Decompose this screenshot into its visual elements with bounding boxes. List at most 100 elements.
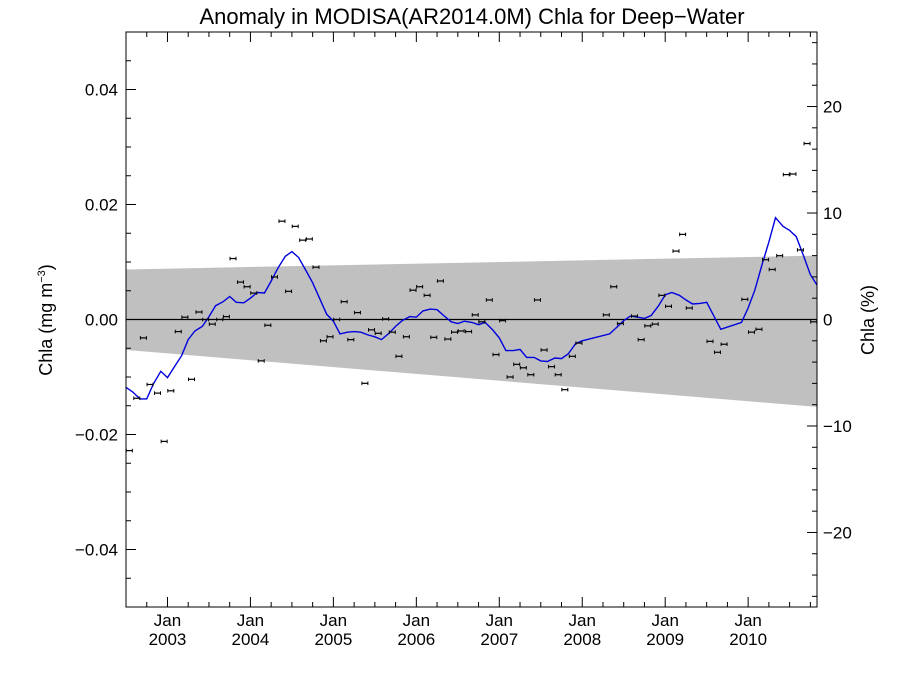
data-point <box>741 297 749 302</box>
data-point <box>616 321 624 326</box>
data-point <box>188 377 196 382</box>
data-point <box>492 352 500 357</box>
data-point <box>436 279 444 283</box>
data-point <box>450 330 458 334</box>
data-point <box>533 298 541 302</box>
data-point <box>637 337 645 342</box>
data-point <box>333 317 341 322</box>
data-point <box>278 219 286 223</box>
x-tick-month-label: Jan <box>569 611 596 630</box>
x-tick-year-label: 2007 <box>480 630 518 649</box>
x-tick-month-label: Jan <box>320 611 347 630</box>
data-point <box>312 265 320 269</box>
right-tick-label: 0 <box>823 311 832 330</box>
data-point <box>402 334 410 339</box>
data-point <box>222 314 230 319</box>
data-point <box>154 391 162 395</box>
data-point <box>631 314 639 318</box>
left-axis-label: Chla (mg m−3) <box>36 264 56 376</box>
left-tick-label: −0.04 <box>75 541 118 560</box>
chart-title: Anomaly in MODISA(AR2014.0M) Chla for De… <box>199 4 744 29</box>
data-point <box>368 328 376 332</box>
data-point <box>548 364 556 369</box>
data-point <box>291 224 299 229</box>
data-point <box>160 439 168 444</box>
left-tick-label: 0.00 <box>85 311 118 330</box>
data-point <box>776 253 784 258</box>
data-point <box>575 341 583 345</box>
data-point <box>665 304 673 309</box>
data-point <box>782 172 790 177</box>
data-point <box>685 306 693 310</box>
x-tick-month-label: Jan <box>734 611 761 630</box>
data-point <box>513 362 521 367</box>
data-point <box>374 331 382 336</box>
data-point <box>471 313 479 317</box>
data-point <box>519 366 527 370</box>
data-point <box>561 387 569 392</box>
data-point <box>747 330 755 334</box>
data-point <box>236 280 244 284</box>
left-tick-label: −0.02 <box>75 426 118 445</box>
data-point <box>465 329 473 334</box>
data-point <box>257 359 265 363</box>
data-point <box>430 335 438 340</box>
data-point <box>133 396 141 401</box>
data-point <box>208 322 216 326</box>
x-tick-month-label: Jan <box>403 611 430 630</box>
data-point <box>353 310 361 315</box>
data-point <box>527 372 535 377</box>
x-tick-year-label: 2010 <box>729 630 767 649</box>
right-axis-label: Chla (%) <box>858 285 878 355</box>
bottom-axis-ticks: Jan2003Jan2004Jan2005Jan2006Jan2007Jan20… <box>125 32 811 649</box>
data-point <box>485 298 493 302</box>
data-point <box>395 354 403 359</box>
data-point <box>789 172 797 176</box>
data-point <box>382 317 390 321</box>
data-point <box>768 267 776 272</box>
data-point <box>713 350 721 355</box>
data-point <box>423 293 431 298</box>
x-tick-year-label: 2009 <box>646 630 684 649</box>
data-point <box>340 299 348 304</box>
data-point <box>568 354 576 359</box>
data-point <box>146 382 154 387</box>
monthly-anomaly-points <box>125 141 818 453</box>
x-tick-month-label: Jan <box>237 611 264 630</box>
data-point <box>361 381 369 386</box>
data-point <box>409 288 417 292</box>
data-point <box>174 329 182 334</box>
data-point <box>125 448 133 453</box>
data-point <box>762 257 770 262</box>
left-axis-ticks: 0.04 0.02 0.00 −0.02 −0.04 <box>75 31 136 608</box>
data-point <box>658 293 666 298</box>
left-tick-label: 0.02 <box>85 196 118 215</box>
x-tick-month-label: Jan <box>486 611 513 630</box>
x-tick-year-label: 2003 <box>149 630 187 649</box>
data-point <box>347 337 355 342</box>
data-point <box>229 256 237 261</box>
data-point <box>720 342 728 347</box>
data-point <box>270 275 278 279</box>
data-point <box>796 248 804 252</box>
x-tick-month-label: Jan <box>154 611 181 630</box>
left-tick-label: 0.04 <box>85 81 118 100</box>
x-tick-month-label: Jan <box>651 611 678 630</box>
data-point <box>416 284 424 289</box>
data-point <box>457 329 465 333</box>
data-point <box>139 336 147 340</box>
data-point <box>326 334 334 339</box>
data-point <box>167 389 175 393</box>
data-point <box>651 322 659 326</box>
data-point <box>388 330 396 334</box>
data-point <box>706 339 714 344</box>
data-point <box>319 338 327 343</box>
data-point <box>202 317 210 322</box>
data-point <box>264 323 272 328</box>
data-point <box>679 232 687 237</box>
data-point <box>305 237 313 241</box>
data-point <box>554 372 562 377</box>
right-tick-label: 10 <box>823 204 842 223</box>
right-axis-ticks: 20 10 0 −10 −20 <box>807 42 852 597</box>
